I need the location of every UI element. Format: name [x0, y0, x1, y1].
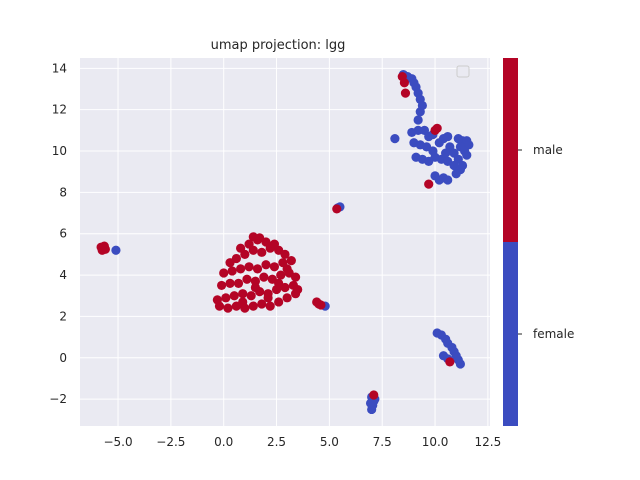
scatter-point-male: [397, 72, 407, 82]
x-tick-label: 10.0: [422, 435, 449, 449]
scatter-point-male: [238, 297, 248, 307]
scatter-point-male: [248, 301, 258, 311]
x-tick-label: −5.0: [103, 435, 132, 449]
scatter-point-male: [246, 291, 256, 301]
x-tick-label: −2.5: [156, 435, 185, 449]
scatter-point-male: [227, 266, 237, 276]
colorbar-segment-female: [503, 242, 518, 426]
y-tick-label: 2: [59, 309, 67, 323]
scatter-point-male: [242, 274, 252, 284]
scatter-point-male: [265, 301, 275, 311]
scatter-point-male: [282, 264, 292, 274]
scatter-point-male: [274, 278, 284, 288]
scatter-point-female: [365, 398, 376, 408]
x-tick-label: 0.0: [214, 435, 233, 449]
scatter-point-male: [236, 264, 246, 274]
scatter-point-male: [274, 297, 284, 307]
y-tick-label: 8: [59, 185, 67, 199]
y-tick-label: 10: [52, 144, 67, 158]
y-tick-label: 0: [59, 351, 67, 365]
scatter-point-male: [280, 249, 290, 260]
scatter-point-male: [212, 295, 222, 305]
plot-area: −5.0 −2.5 0.0 2.5 5.0 7.5 10.0 12.5 −2 0 2 4 6 8 10 12 1…: [49, 58, 501, 449]
scatter-point-male: [332, 204, 342, 214]
scatter-point-female: [457, 160, 468, 171]
scatter-point-male: [250, 282, 261, 293]
x-tick-label: 5.0: [320, 435, 339, 449]
scatter-point-male: [216, 280, 227, 291]
scatter-point-male: [219, 268, 229, 278]
scatter-point-male: [259, 272, 269, 282]
scatter-point-male: [244, 239, 254, 249]
scatter-point-male: [400, 88, 411, 98]
scatter-point-female: [390, 134, 400, 144]
scatter-point-male: [269, 239, 280, 249]
scatter-points: [96, 69, 474, 415]
scatter-point-male: [445, 357, 455, 367]
scatter-point-female: [443, 131, 453, 142]
y-tick-label: 4: [59, 268, 67, 282]
scatter-point-male: [236, 243, 246, 253]
scatter-point-male: [269, 262, 280, 272]
scatter-point-female: [455, 359, 466, 369]
scatter-point-male: [252, 264, 263, 274]
scatter-point-male: [257, 299, 267, 309]
x-tick-label: 7.5: [373, 435, 392, 449]
scatter-point-female: [434, 138, 444, 148]
y-tick-label: 12: [52, 103, 67, 117]
y-tick-label: 6: [59, 227, 67, 241]
scatter-point-male: [369, 390, 379, 400]
scatter-point-male: [225, 278, 235, 288]
scatter-point-male: [223, 303, 233, 313]
chart-title: umap projection: lgg: [211, 38, 346, 53]
scatter-point-female: [462, 150, 472, 160]
y-tick-label: 14: [52, 61, 67, 75]
scatter-point-male: [263, 293, 273, 303]
scatter-point-female: [413, 125, 423, 135]
scatter-point-male: [430, 125, 440, 135]
legend-frame: [456, 65, 470, 78]
legend-box: [456, 65, 470, 78]
scatter-point-male: [255, 233, 265, 243]
scatter-point-male: [316, 300, 326, 310]
scatter-point-male: [229, 291, 239, 301]
scatter-point-male: [233, 278, 244, 288]
scatter-point-male: [225, 258, 235, 268]
colorbar-segment-male: [503, 58, 518, 242]
scatter-point-male: [282, 293, 292, 303]
scatter-point-male: [286, 256, 296, 266]
scatter-point-male: [221, 293, 231, 303]
plot-background: [80, 58, 490, 426]
scatter-point-female: [415, 107, 425, 117]
colorbar: female male: [503, 58, 574, 426]
scatter-point-male: [276, 270, 286, 280]
scatter-point-male: [290, 272, 301, 282]
scatter-point-female: [451, 169, 461, 179]
scatter-point-female: [413, 115, 423, 125]
x-tick-label: 12.5: [475, 435, 502, 449]
scatter-point-male: [257, 247, 267, 257]
scatter-point-male: [261, 260, 271, 270]
scatter-point-female: [443, 175, 453, 185]
y-tick-label: −2: [49, 392, 67, 406]
colorbar-label-male: male: [533, 143, 563, 157]
scatter-point-male: [244, 262, 254, 272]
scatter-point-male: [238, 289, 248, 299]
colorbar-label-female: female: [533, 327, 574, 341]
scatter-point-male: [293, 284, 303, 295]
scatter-point-male: [424, 179, 434, 189]
scatter-point-female: [111, 245, 121, 255]
scatter-point-male: [99, 241, 109, 251]
x-tick-label: 2.5: [267, 435, 286, 449]
